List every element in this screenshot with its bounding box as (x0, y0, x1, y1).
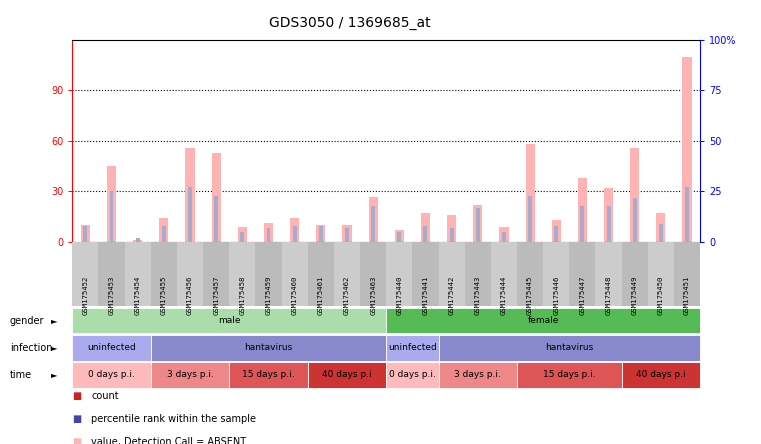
Bar (528, 195, 532, 242)
Bar (395, 230, 404, 242)
Text: GSM175442: GSM175442 (448, 275, 454, 315)
Bar (240, 232, 244, 242)
Text: GSM175455: GSM175455 (161, 275, 167, 315)
Text: 15 days p.i.: 15 days p.i. (242, 370, 295, 379)
Bar (554, 226, 559, 242)
Bar (683, 57, 692, 242)
Bar (368, 197, 377, 242)
Text: GSM175454: GSM175454 (135, 275, 141, 315)
Text: ►: ► (51, 316, 58, 325)
Text: GSM175447: GSM175447 (579, 275, 585, 315)
Bar (607, 206, 610, 242)
Text: ■: ■ (72, 414, 81, 424)
Text: 0 days p.i.: 0 days p.i. (88, 370, 135, 379)
Text: GDS3050 / 1369685_at: GDS3050 / 1369685_at (269, 16, 431, 30)
Text: female: female (527, 316, 559, 325)
Text: GSM175446: GSM175446 (553, 275, 559, 315)
Bar (659, 224, 663, 242)
Bar (450, 228, 454, 242)
Text: value, Detection Call = ABSENT: value, Detection Call = ABSENT (91, 437, 247, 444)
Bar (397, 232, 401, 242)
Text: GSM175460: GSM175460 (291, 275, 298, 315)
Bar (476, 208, 479, 242)
Bar (84, 226, 88, 242)
Bar (81, 225, 90, 242)
Text: ■: ■ (72, 437, 81, 444)
Bar (162, 226, 166, 242)
Bar (552, 220, 561, 242)
Bar (317, 225, 326, 242)
Bar (186, 148, 195, 242)
Bar (371, 206, 375, 242)
Bar (107, 166, 116, 242)
Text: uninfected: uninfected (88, 343, 136, 352)
Bar (423, 226, 428, 242)
Bar (499, 227, 508, 242)
Text: GSM175441: GSM175441 (422, 275, 428, 315)
Bar (421, 214, 430, 242)
Text: ►: ► (51, 343, 58, 352)
Text: 3 days p.i.: 3 days p.i. (167, 370, 213, 379)
Bar (110, 191, 113, 242)
Bar (473, 205, 482, 242)
Bar (630, 148, 639, 242)
Text: GSM175445: GSM175445 (527, 275, 533, 315)
Bar (188, 187, 192, 242)
Bar (237, 227, 247, 242)
Text: GSM175448: GSM175448 (606, 275, 612, 315)
Bar (345, 228, 349, 242)
Text: infection: infection (10, 343, 53, 353)
Text: GSM175458: GSM175458 (239, 275, 245, 315)
Bar (133, 240, 142, 242)
Text: GSM175449: GSM175449 (632, 275, 638, 315)
Bar (159, 218, 168, 242)
Text: uninfected: uninfected (388, 343, 437, 352)
Text: count: count (91, 391, 119, 400)
Bar (212, 153, 221, 242)
Bar (685, 187, 689, 242)
Bar (526, 144, 535, 242)
Bar (632, 198, 637, 242)
Text: GSM175456: GSM175456 (187, 275, 193, 315)
Text: GSM175452: GSM175452 (82, 275, 88, 315)
Text: GSM175451: GSM175451 (684, 275, 690, 315)
Text: ►: ► (51, 370, 58, 379)
Text: GSM175444: GSM175444 (501, 275, 507, 315)
Text: GSM175443: GSM175443 (475, 275, 481, 315)
Text: hantavirus: hantavirus (545, 343, 594, 352)
Text: 40 days p.i: 40 days p.i (636, 370, 686, 379)
Bar (319, 226, 323, 242)
Text: male: male (218, 316, 240, 325)
Text: gender: gender (10, 316, 44, 325)
Bar (342, 225, 352, 242)
Text: 15 days p.i.: 15 days p.i. (543, 370, 596, 379)
Text: 3 days p.i.: 3 days p.i. (454, 370, 501, 379)
Text: GSM175457: GSM175457 (213, 275, 219, 315)
Text: 40 days p.i: 40 days p.i (322, 370, 372, 379)
Text: GSM175453: GSM175453 (109, 275, 115, 315)
Text: GSM175463: GSM175463 (370, 275, 376, 315)
Text: GSM175461: GSM175461 (318, 275, 324, 315)
Bar (656, 214, 665, 242)
Bar (578, 178, 587, 242)
Text: time: time (10, 370, 32, 380)
Text: hantavirus: hantavirus (244, 343, 293, 352)
Bar (264, 223, 273, 242)
Bar (135, 238, 140, 242)
Bar (266, 228, 270, 242)
Text: 0 days p.i.: 0 days p.i. (389, 370, 436, 379)
Bar (447, 215, 456, 242)
Text: ■: ■ (72, 391, 81, 400)
Text: GSM175459: GSM175459 (266, 275, 272, 315)
Bar (293, 226, 297, 242)
Bar (290, 218, 299, 242)
Bar (581, 206, 584, 242)
Bar (502, 232, 506, 242)
Bar (604, 188, 613, 242)
Bar (214, 195, 218, 242)
Text: GSM175462: GSM175462 (344, 275, 350, 315)
Text: percentile rank within the sample: percentile rank within the sample (91, 414, 256, 424)
Text: GSM175440: GSM175440 (396, 275, 403, 315)
Text: GSM175450: GSM175450 (658, 275, 664, 315)
